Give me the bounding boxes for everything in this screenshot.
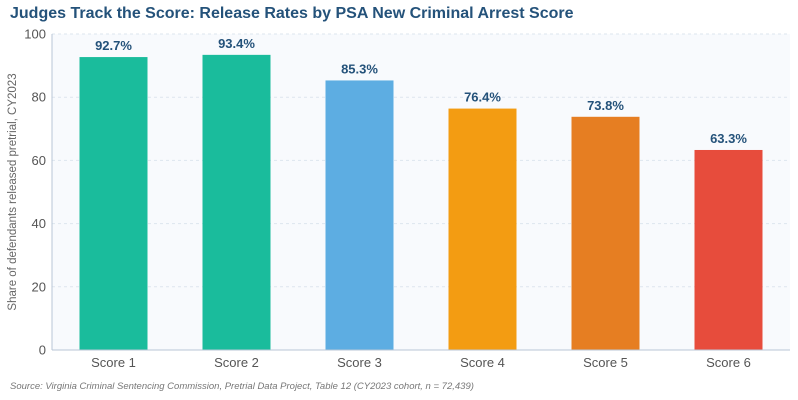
bar-score-2 xyxy=(202,54,271,351)
y-tick-label: 60 xyxy=(32,153,46,168)
value-label: 85.3% xyxy=(341,61,378,76)
x-tick-label: Score 2 xyxy=(214,355,259,370)
y-axis-title: Share of defendants released pretrial, C… xyxy=(7,73,19,310)
source-note: Source: Virginia Criminal Sentencing Com… xyxy=(10,381,474,392)
x-tick-label: Score 5 xyxy=(583,355,628,370)
y-axis-ticks: 0 20 40 60 80 100 xyxy=(24,27,46,358)
y-tick-label: 40 xyxy=(32,216,46,231)
plot-background xyxy=(52,34,790,350)
bars xyxy=(79,54,763,351)
chart-title: Judges Track the Score: Release Rates by… xyxy=(10,5,574,22)
x-tick-label: Score 1 xyxy=(91,355,136,370)
y-tick-label: 80 xyxy=(32,90,46,105)
value-labels: 92.7% 93.4% 85.3% 76.4% 73.8% 63.3% xyxy=(95,36,747,146)
bar-score-3 xyxy=(325,80,394,351)
bar-score-6 xyxy=(694,149,763,350)
value-label: 73.8% xyxy=(587,98,624,113)
value-label: 92.7% xyxy=(95,38,132,53)
value-label: 63.3% xyxy=(710,131,747,146)
value-label: 76.4% xyxy=(464,90,501,105)
value-label: 93.4% xyxy=(218,36,255,51)
bar-score-4 xyxy=(448,108,517,351)
y-tick-label: 100 xyxy=(24,27,46,42)
x-tick-label: Score 4 xyxy=(460,355,505,370)
bar-score-1 xyxy=(79,57,148,351)
gridlines xyxy=(52,33,790,288)
x-tick-label: Score 3 xyxy=(337,355,382,370)
x-tick-label: Score 6 xyxy=(706,355,751,370)
y-tick-label: 20 xyxy=(32,279,46,294)
y-tick-label: 0 xyxy=(39,343,46,358)
bar-score-5 xyxy=(571,116,640,351)
x-axis-ticks: Score 1 Score 2 Score 3 Score 4 Score 5 Score… xyxy=(91,355,751,370)
